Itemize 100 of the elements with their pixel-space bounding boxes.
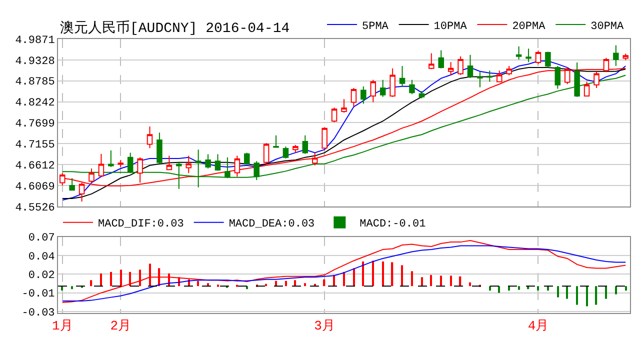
candlestick bbox=[545, 51, 551, 68]
candlestick bbox=[428, 52, 434, 70]
candlestick bbox=[448, 62, 454, 76]
y-tick-label: 4.7699 bbox=[15, 118, 55, 131]
candlestick bbox=[458, 56, 464, 76]
bar bbox=[421, 277, 423, 286]
legend-label: 30PMA bbox=[590, 20, 624, 33]
bar bbox=[625, 286, 627, 291]
candlestick bbox=[137, 156, 143, 184]
candlestick bbox=[302, 134, 308, 154]
bar bbox=[518, 286, 520, 290]
candlestick bbox=[166, 155, 172, 171]
candlestick bbox=[69, 178, 75, 191]
y-tick-label: 4.7155 bbox=[15, 140, 55, 152]
candlestick bbox=[205, 154, 211, 169]
y-tick-label: 4.5526 bbox=[15, 202, 55, 214]
candlestick bbox=[584, 81, 590, 97]
y-tick-label: 4.8785 bbox=[15, 76, 55, 89]
candlestick bbox=[554, 66, 561, 90]
candlestick bbox=[350, 87, 357, 108]
candlestick bbox=[292, 144, 298, 154]
candlestick bbox=[399, 66, 406, 87]
legend-label: 10PMA bbox=[434, 20, 468, 33]
candlestick bbox=[613, 44, 619, 67]
bar bbox=[586, 286, 588, 306]
bar bbox=[100, 273, 102, 286]
candlestick bbox=[88, 168, 94, 184]
y-tick-label: -0.03 bbox=[22, 307, 55, 320]
candlestick bbox=[438, 50, 444, 69]
candlestick bbox=[341, 98, 347, 114]
bar bbox=[110, 272, 112, 286]
candlestick bbox=[390, 68, 396, 98]
legend-label: MACD_DEA:0.03 bbox=[228, 218, 315, 231]
candlestick bbox=[418, 90, 425, 99]
y-tick-label: 4.8242 bbox=[15, 98, 55, 110]
candlestick bbox=[380, 79, 386, 98]
y-tick-label: -0.01 bbox=[22, 288, 56, 301]
bar bbox=[557, 286, 559, 298]
bar bbox=[401, 265, 403, 286]
bar bbox=[566, 286, 568, 299]
candlestick bbox=[118, 160, 124, 168]
bar bbox=[595, 286, 598, 305]
x-tick-label: 4月 bbox=[528, 318, 549, 334]
bar bbox=[489, 286, 491, 291]
candlestick bbox=[273, 134, 279, 148]
bar bbox=[362, 261, 364, 286]
bar bbox=[149, 264, 151, 286]
candlestick bbox=[331, 107, 338, 123]
bar bbox=[304, 283, 306, 286]
bar bbox=[615, 286, 617, 294]
candlestick bbox=[516, 46, 522, 60]
candlestick bbox=[496, 70, 502, 83]
candlestick bbox=[360, 86, 366, 104]
candlestick bbox=[535, 50, 542, 65]
candlestick bbox=[467, 54, 474, 78]
bar bbox=[411, 271, 413, 286]
x-tick-label: 2月 bbox=[110, 318, 132, 334]
bar bbox=[469, 282, 471, 286]
y-tick-label: 4.9871 bbox=[15, 34, 56, 47]
bar bbox=[450, 276, 452, 286]
candlestick bbox=[312, 152, 318, 166]
y-tick-label: 0.04 bbox=[28, 251, 56, 264]
candlestick bbox=[234, 155, 240, 178]
legend-label: MACD_DIF:0.03 bbox=[98, 218, 184, 231]
y-tick-label: 4.6612 bbox=[15, 160, 55, 172]
bar bbox=[576, 286, 578, 305]
candlestick bbox=[477, 72, 483, 88]
candlestick bbox=[486, 70, 493, 82]
candlestick bbox=[370, 79, 376, 103]
y-tick-label: 4.6069 bbox=[15, 181, 55, 194]
bar bbox=[139, 270, 141, 286]
legend-label: 5PMA bbox=[362, 20, 389, 33]
x-tick-label: 1月 bbox=[52, 318, 73, 334]
chart-title: 澳元人民币[AUDCNY] 2016-04-14 bbox=[60, 20, 290, 37]
y-tick-label: 0.02 bbox=[28, 270, 55, 282]
candlestick bbox=[186, 155, 192, 174]
bar bbox=[246, 286, 248, 290]
candlestick bbox=[98, 153, 104, 178]
legend-label: 20PMA bbox=[512, 20, 546, 33]
bar bbox=[605, 286, 607, 299]
bar bbox=[197, 280, 199, 286]
bar bbox=[285, 280, 287, 286]
legend-label: MACD:-0.01 bbox=[360, 218, 426, 231]
candlestick bbox=[263, 142, 270, 164]
candlestick bbox=[282, 146, 289, 159]
bar bbox=[537, 286, 539, 291]
candlestick bbox=[526, 48, 532, 63]
y-tick-label: 0.07 bbox=[28, 232, 55, 245]
candlestick bbox=[622, 53, 629, 61]
y-tick-label: 4.9328 bbox=[15, 56, 55, 68]
candlestick bbox=[506, 66, 512, 76]
candlestick bbox=[594, 70, 600, 88]
candlestick bbox=[146, 126, 153, 149]
bar bbox=[440, 276, 442, 286]
bar bbox=[294, 280, 296, 286]
candlestick bbox=[214, 154, 221, 172]
candlestick bbox=[156, 132, 162, 164]
bar bbox=[498, 286, 500, 293]
bar bbox=[353, 268, 355, 286]
bar bbox=[71, 286, 73, 290]
